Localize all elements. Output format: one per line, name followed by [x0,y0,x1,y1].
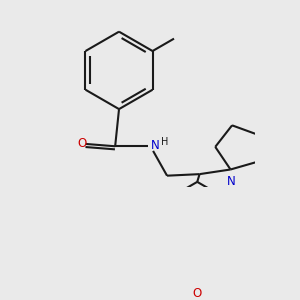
Text: N: N [151,139,160,152]
Text: O: O [193,287,202,300]
Text: H: H [161,136,168,147]
Text: N: N [227,175,236,188]
Text: O: O [77,137,86,150]
